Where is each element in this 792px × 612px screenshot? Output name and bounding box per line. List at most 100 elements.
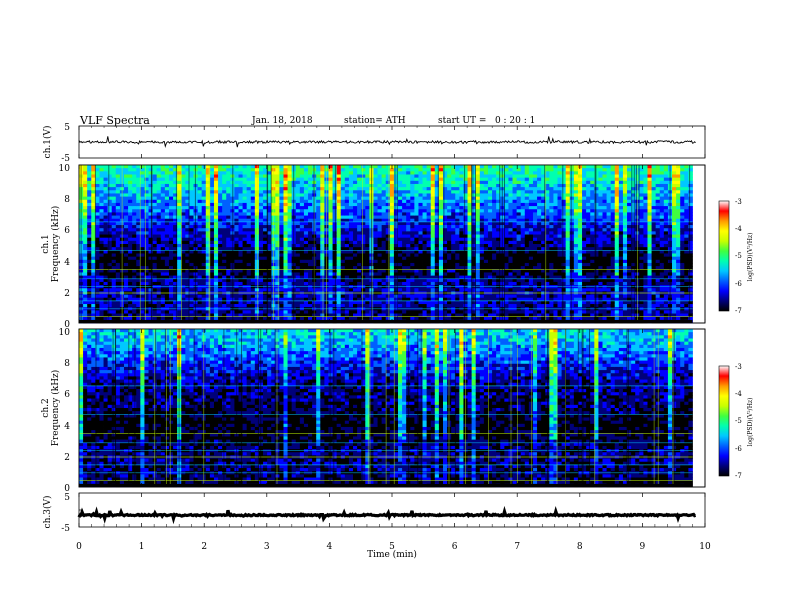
spectrogram-cell — [426, 300, 432, 305]
spectrogram-cell — [414, 168, 419, 172]
spectrogram-cell — [103, 165, 109, 169]
spectrogram-cell — [430, 259, 436, 264]
spectrogram-cell — [426, 313, 432, 318]
spectrogram-cell — [422, 193, 428, 197]
spectrogram-cell — [197, 202, 203, 207]
spectrogram-cell — [463, 300, 468, 305]
spectrogram-cell — [95, 225, 100, 229]
spectrogram-cell — [205, 209, 211, 213]
spectrogram-cell — [99, 240, 104, 245]
spectrogram-cell — [361, 281, 366, 286]
spectrogram-cell — [279, 253, 284, 258]
spectrogram-cell — [377, 294, 383, 299]
spectrogram-cell — [418, 168, 423, 172]
spectrogram-cell — [136, 202, 141, 207]
spectrogram-cell — [173, 253, 178, 258]
spectrogram-cell — [434, 234, 440, 239]
spectrogram-cell — [385, 190, 391, 194]
spectrogram-cell — [209, 206, 215, 210]
spectrogram-cell — [320, 228, 325, 232]
spectrogram-cell — [132, 281, 137, 286]
spectrogram-cell — [451, 187, 456, 191]
spectrogram-cell — [381, 202, 387, 207]
spectrogram-cell — [348, 316, 354, 321]
spectrogram-cell — [287, 297, 293, 302]
spectrogram-cell — [238, 225, 243, 229]
spectrogram-cell — [279, 278, 284, 283]
spectrogram-cell — [160, 262, 166, 267]
spectrogram-cell — [148, 199, 154, 204]
spectrogram-cell — [463, 250, 468, 254]
spectrogram-cell — [483, 177, 489, 182]
spectrogram-cell — [316, 221, 321, 226]
spectrogram-cell — [263, 256, 268, 261]
spectrogram-cell — [164, 297, 170, 302]
spectrogram-cell — [479, 168, 485, 172]
spectrogram-cell — [463, 209, 468, 213]
spectrogram-cell — [410, 234, 415, 239]
spectrogram-cell — [254, 218, 260, 223]
spectrogram-cell — [299, 212, 305, 216]
spectrogram-cell — [283, 278, 288, 283]
spectrogram-cell — [189, 218, 194, 223]
spectrogram-cell — [181, 244, 186, 248]
spectrogram-cell — [365, 278, 370, 283]
spectrogram-cell — [160, 234, 166, 239]
spectrogram-cell — [398, 316, 403, 321]
spectrogram-cell — [443, 247, 448, 251]
spectrogram-cell — [287, 165, 293, 169]
spectrogram-cell — [148, 228, 154, 232]
spectrogram-cell — [463, 199, 468, 204]
spectrogram-cell — [115, 199, 121, 204]
spectrogram-cell — [222, 272, 227, 276]
spectrogram-cell — [398, 225, 403, 229]
spectrogram-cell — [447, 237, 452, 242]
spectrogram-cell — [263, 247, 268, 251]
spectrogram-cell — [83, 275, 88, 280]
spectrogram-cell — [123, 225, 129, 229]
spectrogram-cell — [303, 174, 309, 179]
spectrogram-cell — [414, 247, 419, 251]
spectrogram-cell — [209, 278, 215, 283]
spectrogram-cell — [410, 218, 415, 223]
spectrogram-cell — [443, 228, 448, 232]
spectrogram-cell — [393, 202, 399, 207]
spectrogram-cell — [357, 196, 362, 201]
spectrogram-cell — [475, 240, 481, 245]
spectrogram-cell — [185, 218, 190, 223]
spectrogram-cell — [426, 199, 432, 204]
spectrogram-cell — [111, 240, 117, 245]
spectrogram-cell — [275, 269, 280, 273]
spectrogram-cell — [365, 234, 370, 239]
spectrogram-cell — [483, 247, 489, 251]
spectrogram-cell — [447, 269, 452, 273]
spectrogram-cell — [173, 190, 178, 194]
spectrogram-cell — [475, 259, 481, 264]
spectrogram-cell — [479, 171, 485, 175]
spectrogram-cell — [160, 225, 166, 229]
spectrogram-cell — [185, 237, 190, 242]
spectrogram-cell — [316, 187, 321, 191]
spectrogram-cell — [111, 244, 117, 248]
spectrogram-cell — [218, 234, 223, 239]
spectrogram-cell — [299, 266, 305, 270]
spectrogram-cell — [279, 199, 284, 204]
spectrogram-cell — [438, 275, 444, 280]
spectrogram-cell — [275, 209, 280, 213]
spectrogram-cell — [148, 288, 154, 292]
spectrogram-cell — [197, 187, 203, 191]
spectrogram-cell — [381, 209, 387, 213]
spectrogram-cell — [283, 225, 288, 229]
spectrogram-cell — [181, 196, 186, 201]
spectrogram-cell — [136, 281, 141, 286]
spectrogram-cell — [148, 278, 154, 283]
spectrogram-cell — [336, 231, 342, 235]
spectrogram-cell — [222, 240, 227, 245]
spectrogram-cell — [95, 228, 100, 232]
spectrogram-cell — [128, 187, 133, 191]
spectrogram-cell — [434, 288, 440, 292]
spectrogram-cell — [238, 250, 243, 254]
spectrogram-cell — [201, 250, 207, 254]
spectrogram-cell — [156, 174, 162, 179]
spectrogram-cell — [226, 310, 231, 314]
